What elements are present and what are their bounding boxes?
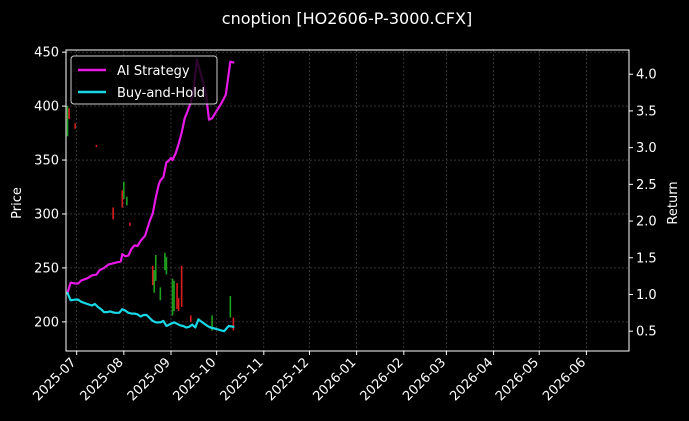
price-candle <box>229 295 232 318</box>
series-line-buy-and-hold <box>66 291 235 333</box>
legend: AI Strategy Buy-and-Hold <box>70 55 218 105</box>
y-tick-label: 400 <box>34 100 59 115</box>
price-candle <box>112 207 114 220</box>
y-axis-right: 0.5 1.0 1.5 2.0 2.5 3.0 3.5 4.0 <box>629 68 657 340</box>
price-candle <box>173 280 175 312</box>
price-candle <box>151 265 154 286</box>
y2-tick-label: 3.5 <box>636 104 657 119</box>
price-candle <box>154 254 157 281</box>
price-candle <box>74 123 76 129</box>
price-candle <box>232 317 235 331</box>
legend-box <box>70 55 218 105</box>
y2-tick-label: 0.5 <box>636 325 657 340</box>
y2-tick-label: 2.0 <box>636 215 657 230</box>
price-candle <box>159 287 162 301</box>
chart-title: cnoption [HO2606-P-3000.CFX] <box>222 9 472 28</box>
price-candle <box>164 252 166 271</box>
legend-label-ai-strategy: AI Strategy <box>117 64 190 79</box>
plot-frame <box>65 49 630 352</box>
price-candle <box>129 222 131 226</box>
price-candle <box>176 283 178 309</box>
y2-tick-label: 3.0 <box>636 141 657 156</box>
legend-label-buy-and-hold: Buy-and-Hold <box>117 86 205 101</box>
price-candle <box>177 298 180 312</box>
y2-tick-label: 2.5 <box>636 178 657 193</box>
y-tick-label: 300 <box>34 207 59 222</box>
price-candle <box>95 144 98 148</box>
price-candle <box>171 278 174 316</box>
y2-tick-label: 1.0 <box>636 288 657 303</box>
y-tick-label: 450 <box>34 46 59 61</box>
y-axis-left: 200 250 300 350 400 450 <box>34 46 66 330</box>
y2-axis-title: Return <box>666 181 681 224</box>
price-candle <box>165 257 168 275</box>
price-candle <box>121 190 124 208</box>
price-candle <box>68 108 70 120</box>
price-candle <box>211 315 213 331</box>
y2-tick-label: 1.5 <box>636 251 657 266</box>
price-candle <box>189 315 192 322</box>
price-candle <box>180 265 183 307</box>
y2-tick-label: 4.0 <box>636 68 657 83</box>
y-tick-label: 250 <box>34 261 59 276</box>
price-candle <box>66 106 69 137</box>
y-axis-title: Price <box>10 187 25 219</box>
y-tick-label: 200 <box>34 315 59 330</box>
price-candle <box>123 181 125 199</box>
y-tick-label: 350 <box>34 154 59 169</box>
price-candles <box>66 106 235 331</box>
price-candle <box>153 270 156 293</box>
price-candle <box>126 196 128 206</box>
